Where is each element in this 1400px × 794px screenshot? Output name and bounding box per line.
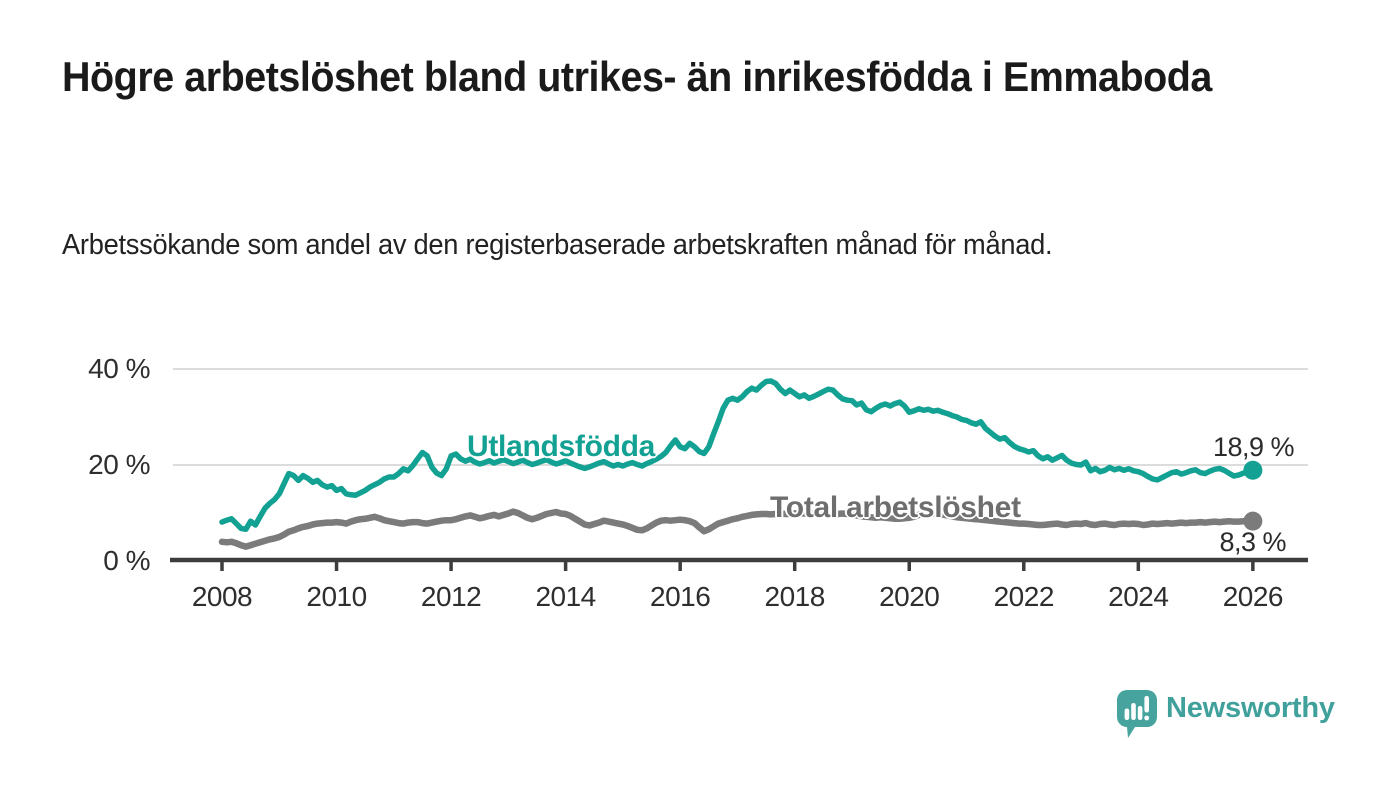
chart-subtitle: Arbetssökande som andel av den registerb… (62, 229, 1053, 261)
newsworthy-logo-icon (1117, 690, 1157, 738)
logo-bar-1 (1124, 708, 1130, 720)
series-label-total-arbetsloshet: Total arbetslöshet (770, 491, 1021, 524)
end-value-label-utlandsfodda: 18,9 % (1212, 432, 1295, 462)
logo-exclamation-dot (1144, 715, 1150, 721)
chart-title: Högre arbetslöshet bland utrikes- än inr… (62, 53, 1212, 100)
logo-bar-2 (1131, 703, 1136, 720)
series-label-utlandsfodda: Utlandsfödda (467, 430, 656, 463)
end-value-label-total: 8,3 % (1219, 527, 1286, 557)
newsworthy-brand-text: Newsworthy (1166, 692, 1335, 724)
logo-exclamation-bar (1144, 696, 1149, 713)
logo-bar-3 (1137, 706, 1143, 720)
